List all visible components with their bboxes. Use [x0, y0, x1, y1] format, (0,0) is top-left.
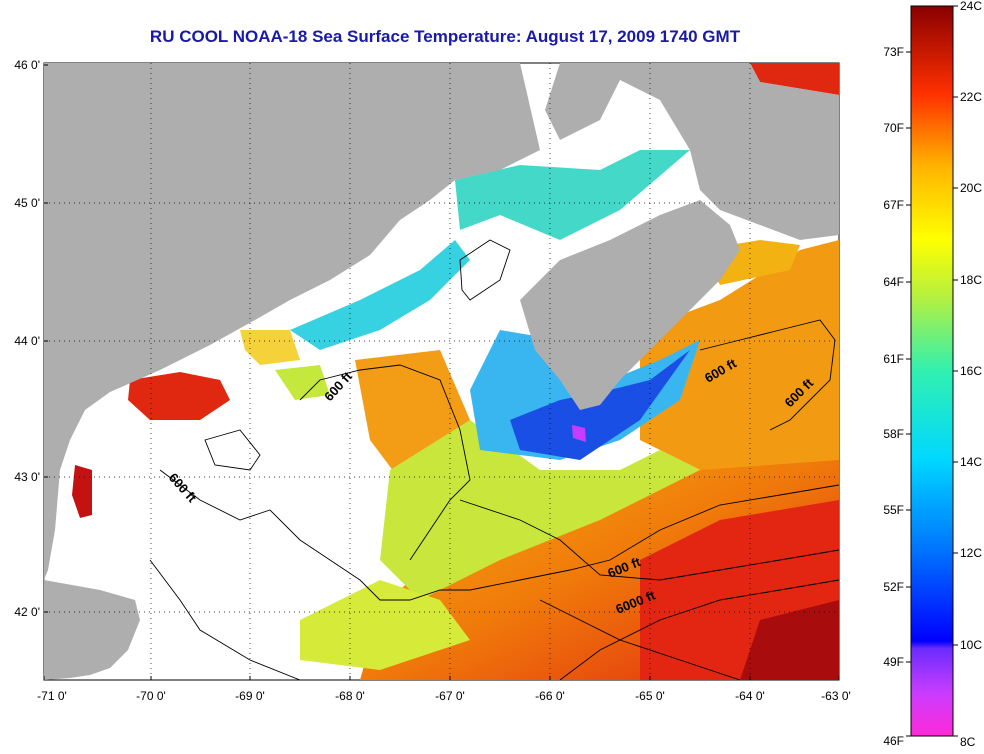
colorbar-f-label: 46F [883, 734, 904, 748]
lon-tick: -65 0' [635, 689, 665, 703]
land-maine [44, 63, 540, 580]
map-title: RU COOL NOAA-18 Sea Surface Temperature:… [149, 27, 741, 46]
lat-tick: 45 0' [14, 196, 40, 210]
colorbar-f-label: 73F [883, 45, 904, 59]
colorbar-c-label: 14C [960, 455, 982, 469]
colorbar-f-label: 52F [883, 580, 904, 594]
colorbar [910, 5, 954, 737]
colorbar-f-label: 64F [883, 275, 904, 289]
land-nova-scotia [520, 200, 740, 410]
lat-tick: 44 0' [14, 334, 40, 348]
colorbar-f-label: 61F [883, 352, 904, 366]
colorbar-c-label: 20C [960, 181, 982, 195]
colorbar-c-label: 10C [960, 638, 982, 652]
lon-tick: -66 0' [535, 689, 565, 703]
colorbar-f-label: 70F [883, 121, 904, 135]
scotian-shelf-water [640, 240, 839, 470]
colorbar-c-label: 16C [960, 364, 982, 378]
colorbar-c-label: 12C [960, 546, 982, 560]
lon-tick: -70 0' [136, 689, 166, 703]
lat-tick: 46 0' [14, 58, 40, 72]
lon-tick: -63 0' [821, 689, 851, 703]
colorbar-c-label: 8C [960, 735, 976, 749]
colorbar-f-label: 55F [883, 503, 904, 517]
colorbar-c-label: 18C [960, 273, 982, 287]
lon-tick: -69 0' [235, 689, 265, 703]
colorbar-f-label: 49F [883, 655, 904, 669]
colorbar-c-label: 22C [960, 90, 982, 104]
colorbar-c-label: 24C [960, 0, 982, 13]
lon-tick: -64 0' [735, 689, 765, 703]
land-cape-cod [44, 580, 140, 680]
colorbar-f-label: 58F [883, 427, 904, 441]
georges-bank-water [380, 420, 700, 600]
lat-tick: 43 0' [14, 470, 40, 484]
colorbar-f-label: 67F [883, 198, 904, 212]
lat-tick: 42 0' [14, 605, 40, 619]
land-new-brunswick [545, 63, 839, 240]
lon-tick: -68 0' [335, 689, 365, 703]
bathymetry-contours [149, 239, 839, 680]
lon-tick: -67 0' [435, 689, 465, 703]
lon-tick: -71 0' [37, 689, 67, 703]
